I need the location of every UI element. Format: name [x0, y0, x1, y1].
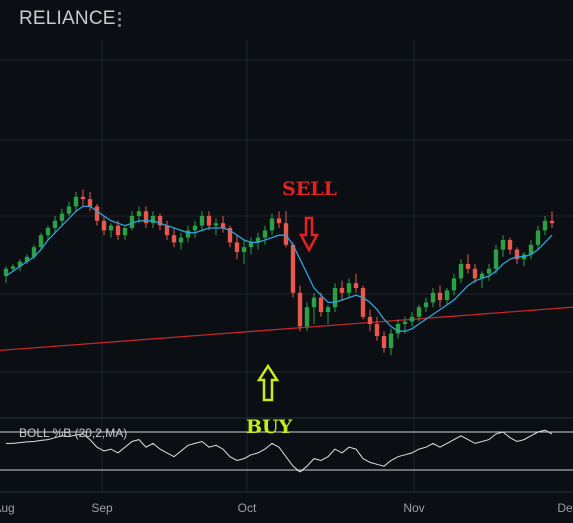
candle-body: [136, 211, 142, 216]
short-ma-line: [5, 205, 553, 332]
x-tick-label: Nov: [403, 501, 425, 515]
candle-body: [66, 206, 72, 214]
candle-body: [346, 283, 352, 293]
candle-body: [234, 242, 240, 252]
candle-body: [164, 225, 170, 236]
candle-body: [115, 225, 121, 236]
candle-body: [227, 228, 233, 243]
candle-body: [367, 316, 373, 324]
candle-body: [255, 237, 261, 243]
candle-body: [430, 292, 436, 303]
candle-body: [143, 211, 149, 224]
candle-body: [157, 216, 163, 226]
candle-body: [374, 324, 380, 336]
candle-body: [535, 230, 541, 245]
indicator-line: [6, 429, 553, 473]
candle-body: [108, 225, 114, 231]
candle-body: [409, 316, 415, 322]
candle-body: [542, 220, 548, 231]
candle-body: [381, 336, 387, 348]
candle-body: [479, 273, 485, 279]
candle-body: [213, 223, 219, 226]
candle-body: [122, 228, 128, 236]
candle-body: [437, 292, 443, 300]
candle-body: [339, 288, 345, 293]
candle-body: [45, 228, 51, 236]
candle-body: [248, 242, 254, 248]
sell-arrow-icon: [298, 216, 320, 253]
candle-body: [395, 324, 401, 334]
candle-body: [388, 333, 394, 348]
x-tick-label: Oct: [237, 501, 257, 515]
candle-body: [325, 307, 331, 312]
candle-body: [199, 216, 205, 226]
long-ma-line: [0, 306, 573, 352]
candle-body: [465, 264, 471, 269]
candle-body: [290, 244, 296, 293]
candle-body: [458, 264, 464, 279]
sell-label: SELL: [282, 178, 337, 200]
candle-body: [353, 283, 359, 288]
candle-body: [486, 268, 492, 274]
candle-body: [472, 268, 478, 279]
candle-body: [129, 216, 135, 228]
candle-body: [318, 297, 324, 312]
candle-body: [528, 244, 534, 255]
candle-body: [24, 256, 30, 262]
candle-body: [304, 307, 310, 327]
candle-body: [17, 261, 23, 267]
candle-body: [402, 321, 408, 324]
candle-body: [241, 247, 247, 252]
candle-body: [185, 230, 191, 238]
candle-body: [423, 302, 429, 308]
candle-body: [360, 288, 366, 317]
candle-body: [311, 297, 317, 308]
candle-body: [507, 240, 513, 250]
candle-body: [31, 247, 37, 257]
candle-body: [178, 237, 184, 243]
candle-body: [87, 199, 93, 207]
candle-body: [80, 196, 86, 200]
candle-body: [101, 220, 107, 231]
candle-body: [269, 218, 275, 231]
candle-body: [94, 206, 100, 221]
candle-body: [59, 213, 65, 221]
vertical-dots-icon[interactable]: [118, 12, 122, 28]
candle-body: [549, 220, 555, 224]
candle-body: [500, 240, 506, 250]
candle-body: [262, 230, 268, 238]
candle-body: [276, 218, 282, 224]
indicator-oversold-fill: [293, 470, 307, 472]
candle-body: [73, 196, 79, 207]
buy-arrow-icon: [256, 363, 280, 402]
candle-body: [206, 216, 212, 226]
x-tick-label: Dec: [557, 501, 573, 515]
candle-body: [514, 249, 520, 260]
symbol-title: RELIANCE: [19, 8, 116, 29]
candle-body: [192, 225, 198, 231]
candle-body: [444, 290, 450, 300]
candle-body: [171, 235, 177, 243]
x-tick-label: Aug: [0, 501, 15, 515]
candle-body: [38, 235, 44, 248]
buy-label: BUY: [246, 416, 293, 438]
candle-body: [416, 307, 422, 317]
x-tick-label: Sep: [91, 501, 113, 515]
candle-body: [52, 220, 58, 228]
candle-body: [150, 216, 156, 224]
candle-body: [220, 223, 226, 228]
candle-body: [332, 288, 338, 308]
candle-body: [451, 278, 457, 291]
candle-body: [493, 249, 499, 269]
candle-body: [283, 223, 289, 245]
indicator-label: BOLL %B (20,2,MA): [19, 426, 128, 440]
candle-body: [10, 266, 16, 269]
candle-body: [3, 268, 9, 276]
candle-body: [297, 292, 303, 327]
